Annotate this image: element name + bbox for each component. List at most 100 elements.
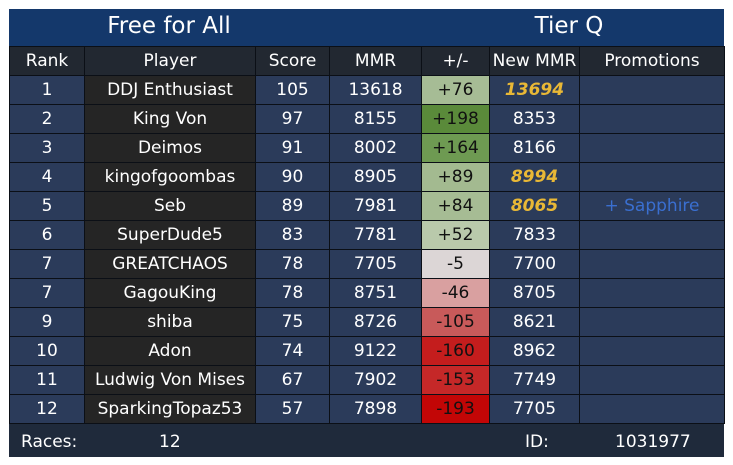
rank-cell: 6 bbox=[9, 220, 85, 250]
player-cell: SparkingTopaz53 bbox=[84, 394, 256, 424]
table-row: 4 kingofgoombas 90 8905 +89 8994 bbox=[9, 162, 725, 192]
player-cell: Seb bbox=[84, 191, 256, 221]
table-row: 3 Deimos 91 8002 +164 8166 bbox=[9, 133, 725, 163]
mmr-cell: 7705 bbox=[329, 249, 422, 279]
rank-cell: 11 bbox=[9, 365, 85, 395]
results-table: Rank Player Score MMR +/- New MMR Promot… bbox=[9, 46, 725, 424]
rank-cell: 1 bbox=[9, 75, 85, 105]
score-cell: 78 bbox=[255, 278, 330, 308]
promotion-cell bbox=[579, 249, 725, 279]
delta-cell: +198 bbox=[421, 104, 490, 134]
score-cell: 74 bbox=[255, 336, 330, 366]
delta-cell: +89 bbox=[421, 162, 490, 192]
score-cell: 90 bbox=[255, 162, 330, 192]
new-mmr-cell: 8621 bbox=[489, 307, 580, 337]
promotion-cell bbox=[579, 307, 725, 337]
delta-cell: -105 bbox=[421, 307, 490, 337]
table-row: 1 DDJ Enthusiast 105 13618 +76 13694 bbox=[9, 75, 725, 105]
delta-cell: +52 bbox=[421, 220, 490, 250]
new-mmr-cell: 8994 bbox=[489, 162, 580, 192]
table-row: 6 SuperDude5 83 7781 +52 7833 bbox=[9, 220, 725, 250]
mmr-cell: 8751 bbox=[329, 278, 422, 308]
player-cell: DDJ Enthusiast bbox=[84, 75, 256, 105]
promotion-cell bbox=[579, 394, 725, 424]
header-row: Rank Player Score MMR +/- New MMR Promot… bbox=[9, 46, 725, 76]
table-row: 2 King Von 97 8155 +198 8353 bbox=[9, 104, 725, 134]
new-mmr-cell: 8962 bbox=[489, 336, 580, 366]
promotion-cell bbox=[579, 133, 725, 163]
score-cell: 105 bbox=[255, 75, 330, 105]
mmr-cell: 7898 bbox=[329, 394, 422, 424]
player-cell: shiba bbox=[84, 307, 256, 337]
mmr-cell: 13618 bbox=[329, 75, 422, 105]
column-header-rank: Rank bbox=[9, 46, 85, 76]
delta-cell: +164 bbox=[421, 133, 490, 163]
player-cell: Adon bbox=[84, 336, 256, 366]
rank-cell: 4 bbox=[9, 162, 85, 192]
new-mmr-cell: 8166 bbox=[489, 133, 580, 163]
new-mmr-cell: 7700 bbox=[489, 249, 580, 279]
player-cell: GREATCHAOS bbox=[84, 249, 256, 279]
rank-cell: 12 bbox=[9, 394, 85, 424]
column-header-promotions: Promotions bbox=[579, 46, 725, 76]
table-row: 12 SparkingTopaz53 57 7898 -193 7705 bbox=[9, 394, 725, 424]
score-cell: 83 bbox=[255, 220, 330, 250]
promotion-cell bbox=[579, 336, 725, 366]
new-mmr-cell: 7705 bbox=[489, 394, 580, 424]
table-row: 7 GagouKing 78 8751 -46 8705 bbox=[9, 278, 725, 308]
player-cell: Ludwig Von Mises bbox=[84, 365, 256, 395]
player-cell: kingofgoombas bbox=[84, 162, 256, 192]
score-cell: 78 bbox=[255, 249, 330, 279]
player-cell: SuperDude5 bbox=[84, 220, 256, 250]
table-row: 10 Adon 74 9122 -160 8962 bbox=[9, 336, 725, 366]
tier-title: Tier Q bbox=[534, 13, 604, 39]
rank-cell: 3 bbox=[9, 133, 85, 163]
title-bar: Free for All Tier Q bbox=[9, 9, 724, 46]
promotion-cell bbox=[579, 104, 725, 134]
races-value: 12 bbox=[159, 432, 181, 452]
delta-cell: -5 bbox=[421, 249, 490, 279]
player-cell: Deimos bbox=[84, 133, 256, 163]
table-row: 11 Ludwig Von Mises 67 7902 -153 7749 bbox=[9, 365, 725, 395]
mmr-cell: 8002 bbox=[329, 133, 422, 163]
id-label: ID: bbox=[525, 432, 549, 452]
mmr-cell: 8155 bbox=[329, 104, 422, 134]
mmr-cell: 7781 bbox=[329, 220, 422, 250]
new-mmr-cell: 7749 bbox=[489, 365, 580, 395]
mmr-cell: 8905 bbox=[329, 162, 422, 192]
footer-bar: Races: 12 ID: 1031977 bbox=[9, 427, 724, 457]
delta-cell: -160 bbox=[421, 336, 490, 366]
score-cell: 89 bbox=[255, 191, 330, 221]
column-header-score: Score bbox=[255, 46, 330, 76]
new-mmr-cell: 7833 bbox=[489, 220, 580, 250]
mode-title: Free for All bbox=[107, 13, 231, 39]
rank-cell: 10 bbox=[9, 336, 85, 366]
player-cell: GagouKing bbox=[84, 278, 256, 308]
promotion-cell bbox=[579, 75, 725, 105]
mmr-cell: 7902 bbox=[329, 365, 422, 395]
new-mmr-cell: 8705 bbox=[489, 278, 580, 308]
delta-cell: +76 bbox=[421, 75, 490, 105]
score-cell: 67 bbox=[255, 365, 330, 395]
mmr-cell: 9122 bbox=[329, 336, 422, 366]
column-header-delta: +/- bbox=[421, 46, 490, 76]
score-cell: 75 bbox=[255, 307, 330, 337]
score-cell: 57 bbox=[255, 394, 330, 424]
mmr-cell: 8726 bbox=[329, 307, 422, 337]
table-row: 9 shiba 75 8726 -105 8621 bbox=[9, 307, 725, 337]
rank-cell: 5 bbox=[9, 191, 85, 221]
table-row: 5 Seb 89 7981 +84 8065 + Sapphire bbox=[9, 191, 725, 221]
delta-cell: +84 bbox=[421, 191, 490, 221]
rank-cell: 7 bbox=[9, 249, 85, 279]
promotion-cell bbox=[579, 278, 725, 308]
column-header-player: Player bbox=[84, 46, 256, 76]
rank-cell: 2 bbox=[9, 104, 85, 134]
new-mmr-cell: 8353 bbox=[489, 104, 580, 134]
promotion-cell bbox=[579, 220, 725, 250]
score-cell: 91 bbox=[255, 133, 330, 163]
promotion-cell bbox=[579, 365, 725, 395]
column-header-mmr: MMR bbox=[329, 46, 422, 76]
table-row: 7 GREATCHAOS 78 7705 -5 7700 bbox=[9, 249, 725, 279]
promotion-cell: + Sapphire bbox=[579, 191, 725, 221]
id-value: 1031977 bbox=[615, 432, 691, 452]
